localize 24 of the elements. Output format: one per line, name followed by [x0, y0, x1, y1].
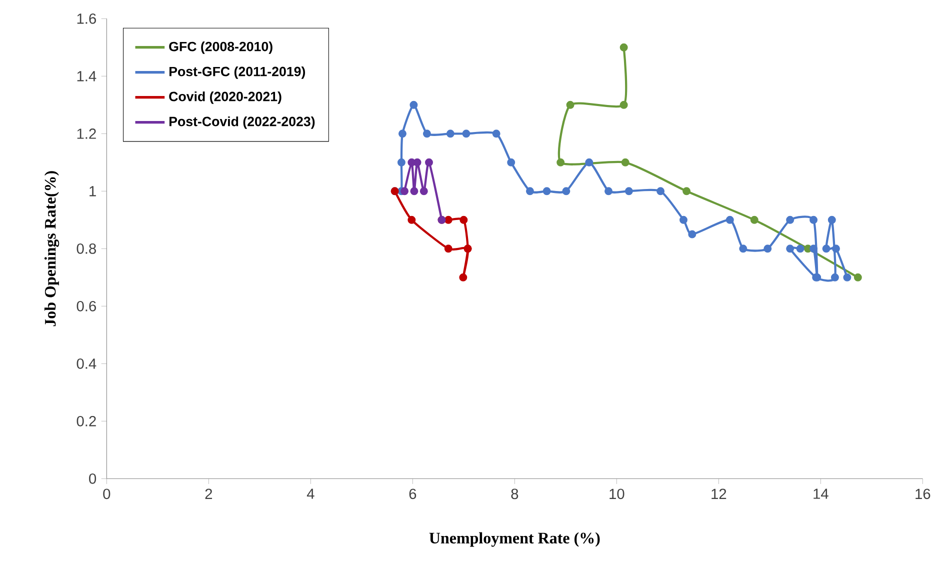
legend-label: Covid (2020-2021) — [169, 92, 282, 104]
y-tick-label: 0.8 — [76, 244, 96, 254]
y-tick-label: 0 — [89, 474, 96, 484]
x-tick-label: 0 — [103, 488, 110, 500]
y-tick-label: 0.6 — [76, 301, 96, 312]
x-tick-label: 14 — [814, 488, 828, 499]
y-tick-label: 1 — [90, 186, 96, 196]
y-tick-label: 0.2 — [76, 416, 96, 427]
y-tick-label: 1.6 — [77, 14, 96, 24]
x-tick-label: 4 — [306, 488, 314, 499]
x-tick-label: 8 — [511, 488, 518, 500]
y-tick-label: 1.4 — [77, 71, 96, 82]
x-tick-label: 6 — [409, 488, 416, 500]
legend-label: GFC (2008-2010) — [169, 42, 272, 54]
x-tick-label: 2 — [205, 488, 212, 500]
y-tick-label: 1.2 — [77, 128, 96, 139]
x-axis-title: Unemployment Rate (%) — [429, 532, 600, 547]
y-tick-label: 0.4 — [76, 358, 96, 370]
x-tick-label: 16 — [916, 488, 930, 500]
legend-label: Post-Covid (2022-2023) — [170, 116, 315, 130]
x-tick-label: 12 — [712, 488, 726, 500]
y-axis-title: Job Openings Rate(%) — [44, 171, 60, 326]
x-tick-label: 10 — [610, 488, 624, 500]
legend-label: Post-GFC (2011-2019) — [170, 66, 306, 80]
